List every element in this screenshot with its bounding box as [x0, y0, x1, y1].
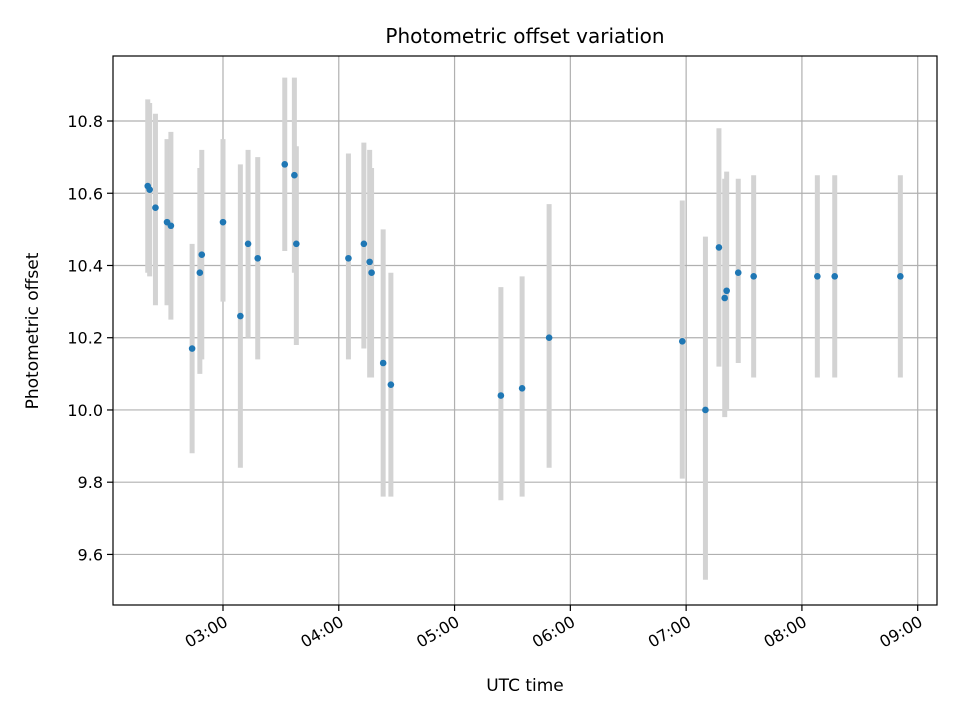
data-point: [244, 240, 252, 248]
data-point: [360, 240, 368, 248]
data-point: [368, 269, 375, 277]
data-point: [152, 204, 159, 211]
data-point: [196, 269, 204, 277]
y-tick-label: 10.0: [67, 401, 103, 420]
y-tick-label: 9.6: [78, 545, 103, 564]
y-tick-label: 9.8: [78, 473, 103, 492]
data-point: [897, 273, 904, 280]
data-point: [497, 392, 505, 399]
data-point: [518, 384, 526, 392]
data-point: [678, 338, 686, 345]
y-axis-ticks: 9.6 9.8 10.0 10.2 10.4 10.6 10.8: [67, 112, 113, 564]
data-point: [345, 254, 352, 262]
x-axis-label: UTC time: [486, 676, 564, 696]
data-point: [750, 273, 757, 280]
data-point: [291, 171, 298, 179]
data-point: [721, 294, 729, 302]
data-point: [198, 251, 206, 258]
data-point: [723, 287, 730, 295]
data-point: [734, 269, 742, 277]
y-axis-label: Photometric offset: [23, 252, 43, 409]
data-point: [219, 218, 227, 226]
data-point: [254, 254, 262, 262]
data-point: [387, 381, 395, 388]
y-tick-label: 10.8: [67, 112, 103, 131]
data-point: [831, 273, 839, 280]
data-point: [814, 273, 821, 280]
y-tick-label: 10.6: [67, 184, 103, 203]
y-tick-label: 10.2: [67, 329, 103, 348]
data-point: [366, 258, 373, 266]
data-point: [188, 345, 196, 352]
data-point: [379, 359, 387, 367]
data-point: [146, 186, 153, 193]
data-point: [293, 240, 300, 248]
data-point: [237, 312, 244, 320]
chart-title: Photometric offset variation: [385, 24, 664, 48]
data-point: [545, 334, 553, 342]
data-point: [715, 244, 723, 251]
data-point: [281, 161, 289, 168]
plot-frame: [112, 55, 938, 606]
data-point: [702, 406, 709, 414]
data-points: [144, 161, 904, 414]
y-tick-label: 10.4: [67, 256, 103, 275]
data-point: [167, 222, 175, 230]
